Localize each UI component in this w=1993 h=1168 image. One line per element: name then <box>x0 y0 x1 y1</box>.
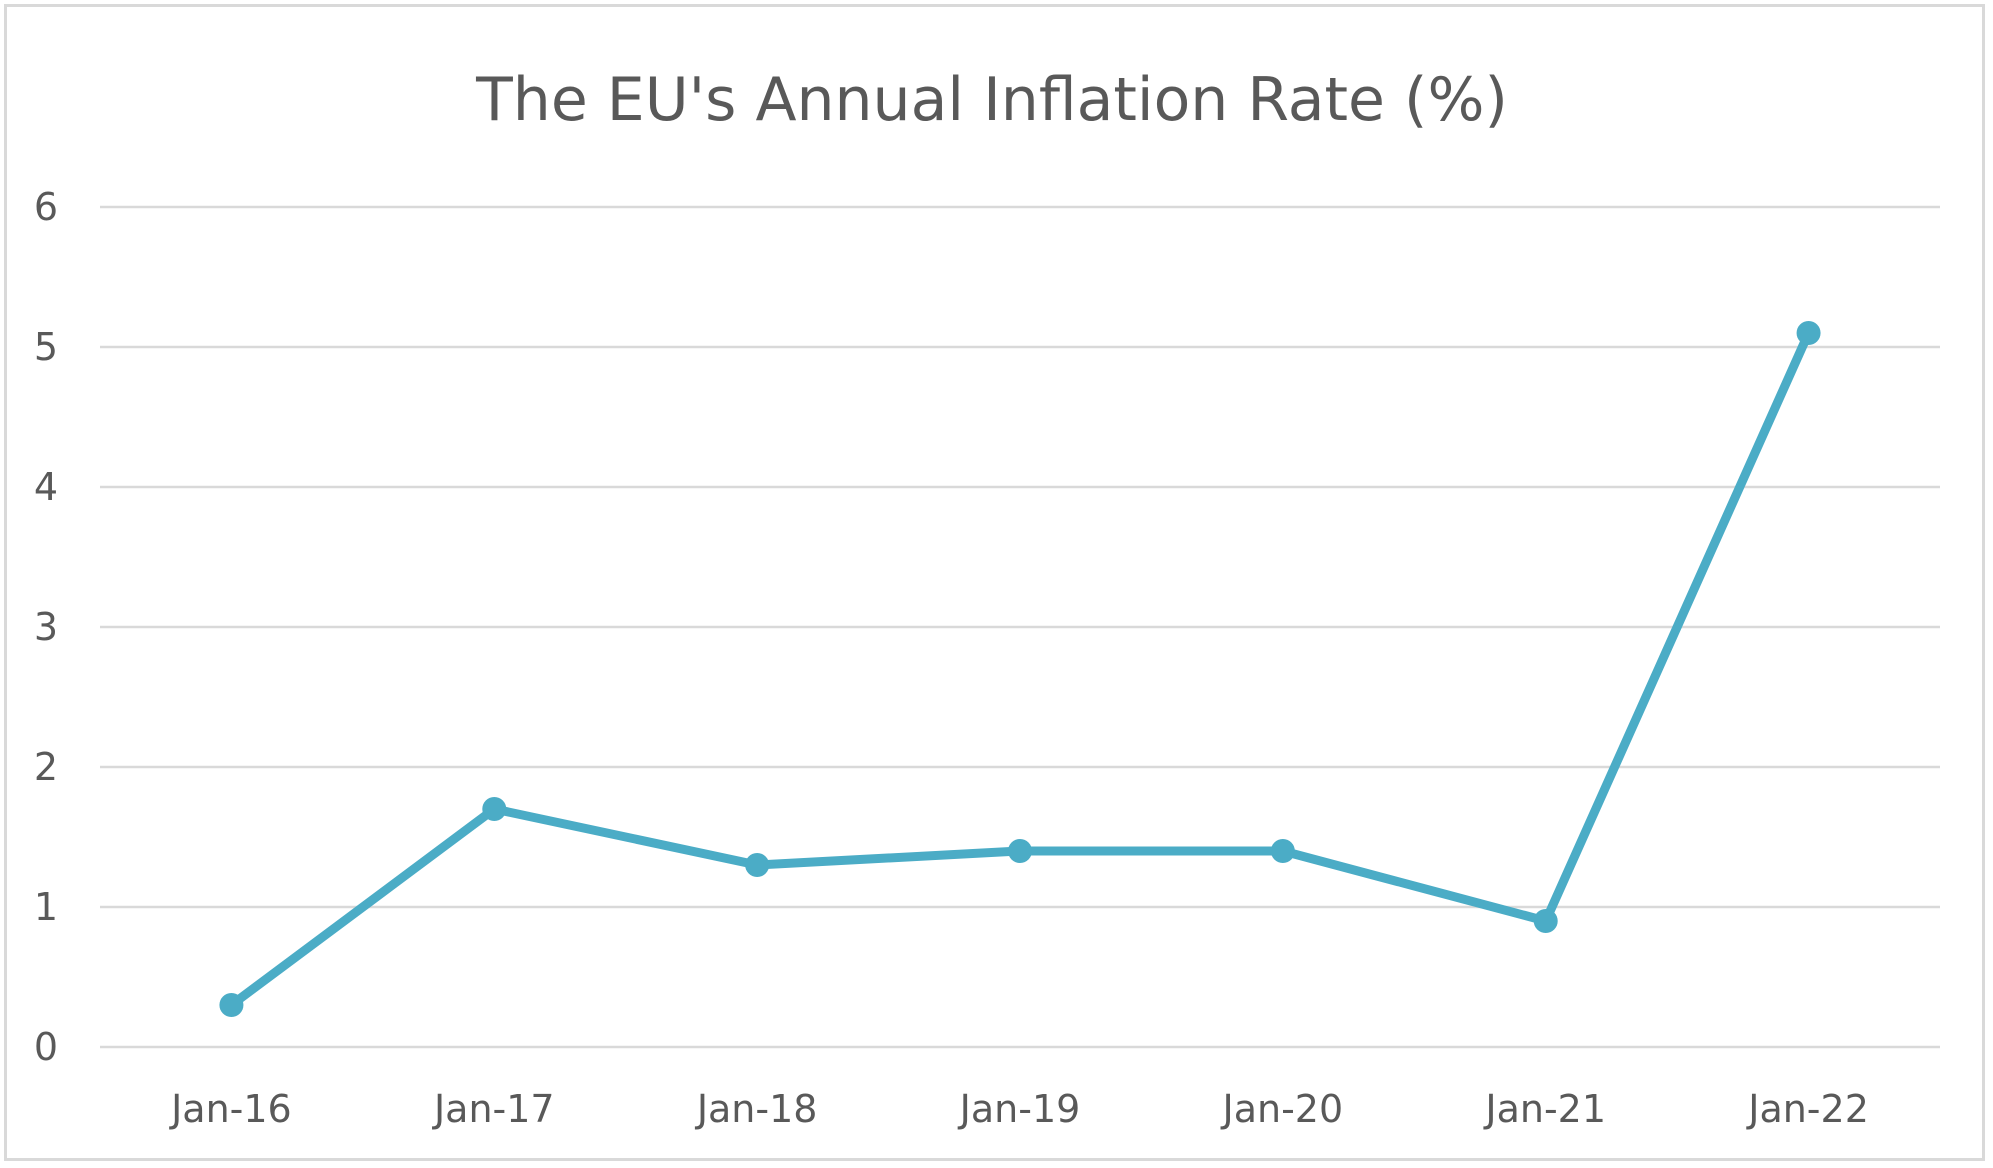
x-tick-label: Jan-17 <box>432 1087 555 1131</box>
data-point-jan-20 <box>1270 839 1295 863</box>
x-tick-label: Jan-19 <box>958 1087 1081 1131</box>
y-tick-label: 0 <box>34 1025 58 1069</box>
series-layer <box>219 321 1821 1017</box>
x-axis-ticks: Jan-16 Jan-17 Jan-18 Jan-19 Jan-20 Jan-21 Jan-… <box>169 1087 1869 1131</box>
x-tick-label: Jan-18 <box>695 1087 818 1131</box>
y-tick-label: 5 <box>34 325 58 369</box>
data-point-jan-19 <box>1008 839 1032 863</box>
gridlines <box>100 205 1940 1049</box>
x-tick-label: Jan-20 <box>1221 1087 1344 1131</box>
x-tick-label: Jan-22 <box>1746 1087 1869 1131</box>
data-point-jan-21 <box>1533 909 1558 933</box>
y-tick-label: 2 <box>34 745 58 789</box>
x-tick-label: Jan-21 <box>1483 1087 1606 1131</box>
y-tick-label: 6 <box>34 185 58 229</box>
data-point-jan-17 <box>482 797 507 821</box>
x-tick-label: Jan-16 <box>169 1087 292 1131</box>
y-tick-label: 1 <box>34 885 58 929</box>
data-point-jan-18 <box>745 853 770 877</box>
chart-title: The EU's Annual Inflation Rate (%) <box>475 65 1508 135</box>
chart-frame <box>4 4 1985 1161</box>
data-point-jan-16 <box>219 993 244 1017</box>
series-line <box>226 328 1814 1010</box>
y-tick-label: 3 <box>34 605 58 649</box>
y-tick-label: 4 <box>34 465 58 509</box>
y-axis-ticks: 0 1 2 3 4 5 6 <box>34 185 58 1069</box>
data-point-jan-22 <box>1796 321 1821 345</box>
